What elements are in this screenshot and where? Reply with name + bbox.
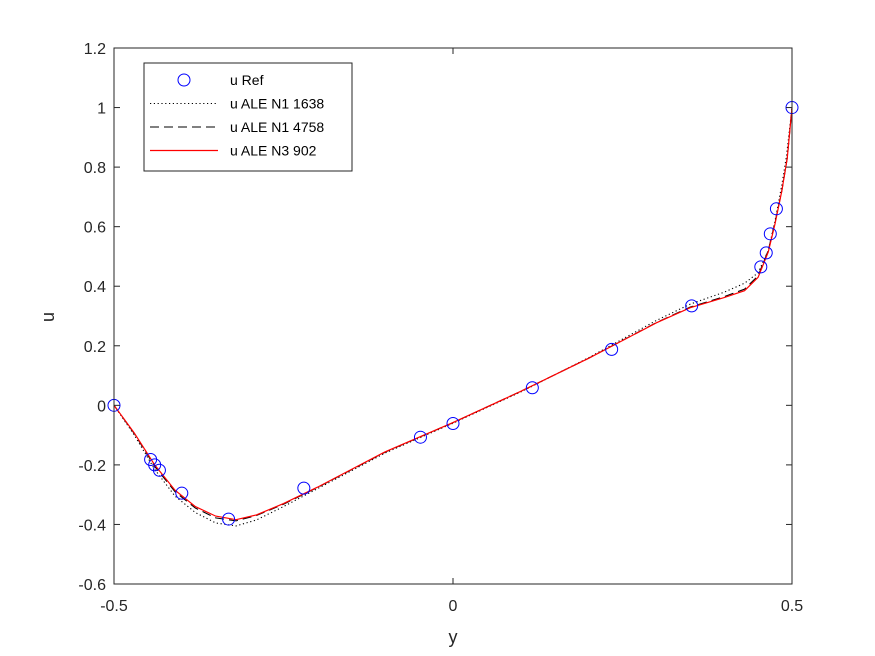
plot-area (107, 101, 799, 527)
data-point (446, 416, 460, 430)
x-tick-label: 0.5 (781, 598, 803, 615)
y-tick-label: -0.4 (78, 517, 106, 534)
x-axis-label: y (449, 627, 458, 647)
y-axis-label: u (38, 312, 58, 322)
y-tick-label: 0.6 (84, 220, 106, 237)
legend-marker (177, 73, 191, 87)
x-tick-label: 0 (449, 598, 458, 615)
legend-label: u ALE N1 1638 (230, 96, 324, 112)
data-point (152, 463, 166, 477)
data-point (148, 458, 162, 472)
y-tick-label: 1.2 (84, 41, 106, 58)
axes: -0.5 0 0.5 -0.6 -0.4 -0.2 0 0.2 0.4 0.6 0.8 1 1.2 (78, 41, 803, 615)
data-point (754, 260, 768, 274)
data-point (175, 486, 189, 500)
legend-label: u Ref (230, 72, 264, 88)
y-tick-label: 0.4 (84, 279, 106, 296)
y-tick-label: -0.6 (78, 577, 106, 594)
data-point (222, 512, 236, 526)
data-point (525, 381, 539, 395)
x-tick-label: -0.5 (100, 598, 128, 615)
data-point (297, 481, 311, 495)
y-tick-label: 0 (97, 398, 106, 415)
data-point (763, 227, 777, 241)
y-tick-label: 0.2 (84, 339, 106, 356)
data-point (685, 299, 699, 313)
legend-label: u ALE N3 902 (230, 143, 317, 159)
y-tick-label: -0.2 (78, 458, 106, 475)
legend-box (143, 62, 353, 172)
y-tick-label: 0.8 (84, 160, 106, 177)
data-point (605, 342, 619, 356)
data-point (413, 430, 427, 444)
data-point (769, 202, 783, 216)
legend-label: u ALE N1 4758 (230, 119, 324, 135)
y-tick-label: 1 (97, 101, 106, 118)
legend: u Ref u ALE N1 1638 u ALE N1 4758 u ALE N3 … (143, 62, 353, 172)
data-point (759, 246, 773, 260)
